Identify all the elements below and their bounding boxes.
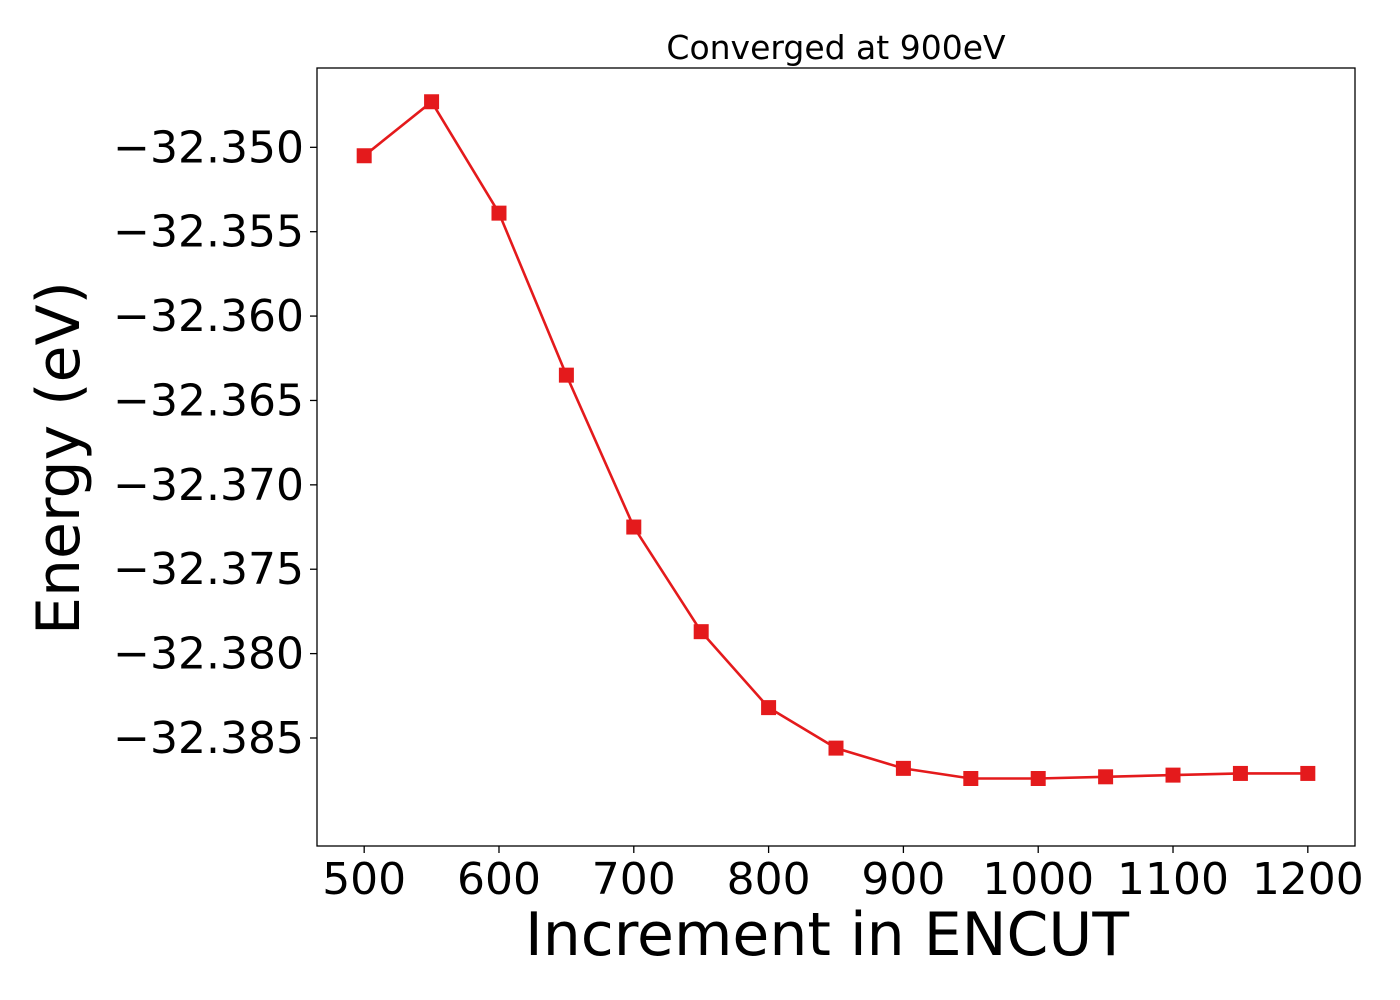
x-tick-label: 600: [457, 854, 541, 905]
series-layer: [356, 94, 1316, 786]
y-tick-label: −32.365: [113, 375, 304, 426]
plot-frame: [316, 67, 1356, 847]
data-point-marker: [895, 760, 911, 776]
x-axis-ticks: 500 600 700 800 900 1000 1100 1200: [322, 846, 1364, 905]
data-point-marker: [491, 205, 507, 221]
data-point-marker: [1232, 765, 1248, 781]
x-tick-label: 800: [727, 854, 811, 905]
data-point-marker: [356, 148, 372, 164]
data-point-marker: [963, 770, 979, 786]
data-point-marker: [626, 519, 642, 535]
chart-title: Converged at 900eV: [666, 28, 1006, 67]
y-tick-label: −32.355: [113, 207, 304, 258]
x-tick-label: 700: [592, 854, 676, 905]
x-tick-label: 1200: [1252, 854, 1364, 905]
y-tick-label: −32.385: [113, 713, 304, 764]
data-point-marker: [424, 94, 440, 110]
y-tick-label: −32.350: [113, 122, 304, 173]
y-axis-ticks: −32.350 −32.355 −32.360 −32.365 −32.370 −32.3…: [113, 122, 317, 764]
y-tick-label: −32.380: [113, 629, 304, 680]
data-point-marker: [558, 367, 574, 383]
data-point-marker: [761, 700, 777, 716]
data-point-marker: [1165, 767, 1181, 783]
data-point-marker: [1030, 770, 1046, 786]
data-point-marker: [828, 740, 844, 756]
x-axis-title: Increment in ENCUT: [525, 900, 1129, 970]
data-point-marker: [1098, 769, 1114, 785]
y-tick-label: −32.370: [113, 460, 304, 511]
y-axis-title: Energy (eV): [24, 281, 94, 635]
x-tick-label: 1100: [1117, 854, 1229, 905]
data-point-marker: [693, 624, 709, 640]
y-tick-label: −32.360: [113, 291, 304, 342]
y-tick-label: −32.375: [113, 544, 304, 595]
x-tick-label: 1000: [982, 854, 1094, 905]
data-point-marker: [1300, 765, 1316, 781]
x-tick-label: 900: [861, 854, 945, 905]
x-tick-label: 500: [322, 854, 406, 905]
